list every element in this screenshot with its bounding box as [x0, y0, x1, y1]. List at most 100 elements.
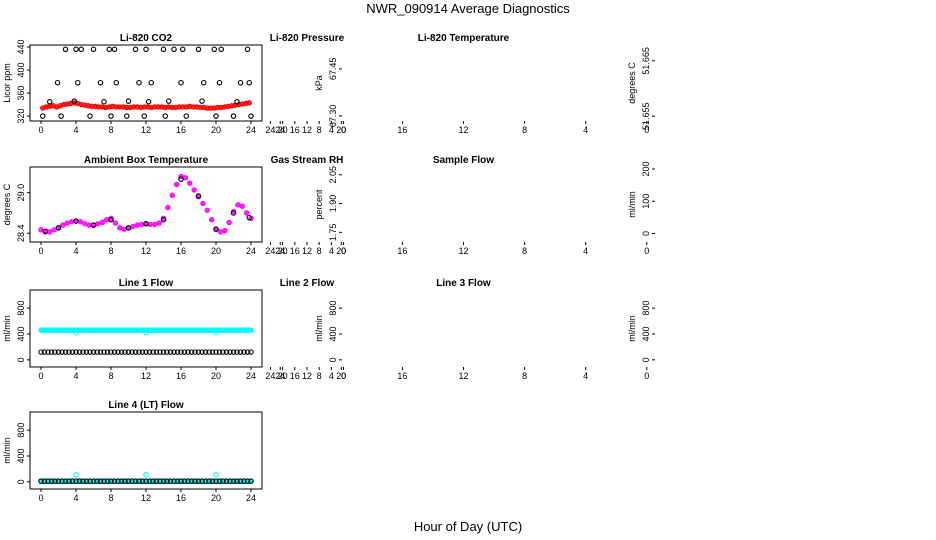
y-tick-label: 800	[328, 301, 338, 316]
raw-point	[566, 198, 570, 202]
x-tick-label: 0	[644, 371, 649, 381]
raw-point	[339, 103, 343, 107]
raw-point	[292, 325, 296, 329]
cal-point	[291, 48, 295, 52]
raw-point	[514, 198, 518, 202]
raw-point	[288, 352, 292, 356]
cal-point	[108, 113, 114, 119]
raw-point	[305, 101, 309, 105]
cal-point	[426, 198, 430, 202]
raw-point	[575, 352, 579, 356]
cal-point	[108, 349, 114, 355]
raw-point	[323, 352, 327, 356]
raw-point	[280, 352, 284, 356]
raw-point	[288, 198, 292, 202]
panel-title: Ambient Box Temperature	[84, 155, 209, 166]
raw-point	[408, 198, 412, 202]
raw-point	[525, 352, 529, 356]
raw-point	[318, 352, 322, 356]
raw-point	[491, 198, 495, 202]
cal-point	[58, 113, 64, 119]
raw-point	[303, 352, 307, 356]
raw-point	[571, 198, 575, 202]
raw-point	[538, 352, 542, 356]
raw-point	[299, 325, 303, 329]
cal-point	[48, 349, 55, 355]
cal-point	[268, 326, 272, 330]
cal-point	[246, 214, 253, 221]
raw-point	[550, 86, 554, 90]
cal-point	[296, 198, 300, 202]
cal-point	[412, 319, 416, 323]
raw-outlier-point	[583, 324, 587, 328]
raw-point	[477, 81, 481, 85]
raw-point	[605, 75, 609, 79]
raw-point	[298, 325, 302, 329]
x-tick-label: 20	[336, 371, 346, 381]
panel-1: Li-820 CO2 0 4 8 12 16 20 24 320 360 400 440 Licor p…	[2, 33, 263, 135]
raw-point	[277, 352, 281, 356]
cal-point	[553, 319, 557, 323]
raw-point	[103, 217, 110, 223]
cal-point	[518, 198, 522, 202]
x-tick-label: 4	[73, 125, 78, 135]
raw-point	[447, 352, 451, 356]
cal-point	[541, 319, 545, 323]
raw-point	[276, 352, 280, 356]
raw-point	[362, 352, 366, 356]
cal-point	[287, 326, 291, 330]
raw-point	[348, 108, 352, 112]
raw-point	[300, 325, 304, 329]
cal-point	[289, 198, 293, 202]
raw-point	[417, 352, 421, 356]
raw-point	[505, 352, 509, 356]
raw-point	[558, 352, 562, 356]
cal-point	[285, 48, 289, 52]
figure-xlabel: Hour of Day (UTC)	[414, 519, 522, 534]
cal-point	[467, 75, 471, 79]
raw-point	[292, 352, 296, 356]
raw-point	[283, 352, 287, 356]
raw-point	[322, 352, 326, 356]
raw-point	[392, 198, 396, 202]
raw-point	[568, 352, 572, 356]
raw-point	[615, 352, 619, 356]
x-tick-label: 24	[265, 246, 275, 256]
x-tick-label: 24	[246, 493, 256, 503]
raw-point	[283, 325, 287, 329]
raw-point	[327, 352, 331, 356]
raw-point	[60, 222, 66, 228]
cal-point	[69, 349, 76, 355]
raw-point	[287, 352, 291, 356]
cal-point	[97, 79, 104, 86]
raw-point	[294, 211, 298, 215]
x-tick-label: 8	[317, 125, 322, 135]
cal-point	[340, 326, 344, 330]
raw-point	[390, 70, 394, 74]
raw-point	[298, 92, 302, 96]
raw-point	[276, 57, 280, 61]
cal-point	[41, 478, 48, 484]
raw-point	[282, 352, 286, 356]
cal-point	[199, 349, 205, 355]
raw-point	[329, 352, 333, 356]
y-tick-label: 1.90	[328, 195, 338, 213]
raw-point	[504, 81, 508, 85]
x-tick-label: 12	[141, 125, 151, 135]
raw-point	[294, 352, 298, 356]
x-tick-label: 4	[583, 371, 588, 381]
raw-point	[366, 198, 370, 202]
raw-point	[569, 198, 573, 202]
raw-point	[573, 198, 577, 202]
cal-point	[45, 478, 51, 484]
raw-point	[472, 352, 476, 356]
raw-point	[370, 198, 374, 202]
raw-point	[275, 352, 279, 356]
cal-point	[42, 228, 49, 234]
raw-point	[299, 352, 303, 356]
raw-point	[380, 75, 384, 79]
raw-point	[287, 198, 291, 202]
cal-point	[227, 349, 233, 355]
raw-point	[489, 352, 493, 356]
raw-point	[309, 325, 313, 329]
